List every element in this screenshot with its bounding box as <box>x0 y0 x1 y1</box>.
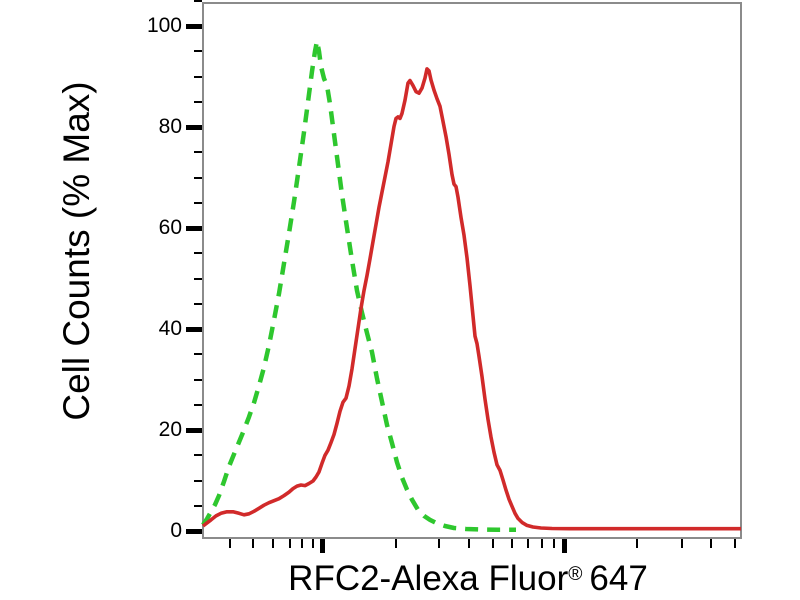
y-tick-label: 60 <box>158 216 182 239</box>
y-minor-tick <box>194 378 202 381</box>
y-minor-tick <box>194 277 202 280</box>
x-minor-tick <box>681 539 683 548</box>
y-minor-tick <box>194 0 202 2</box>
x-minor-tick <box>527 539 529 548</box>
registered-trademark-symbol: ® <box>568 564 583 586</box>
y-minor-tick <box>194 50 202 53</box>
y-tick-label: 80 <box>158 115 182 138</box>
y-minor-tick <box>194 302 202 305</box>
y-minor-tick <box>194 176 202 179</box>
y-minor-tick <box>194 403 202 406</box>
x-minor-tick <box>541 539 543 548</box>
y-major-tick <box>186 528 202 534</box>
y-minor-tick <box>194 504 202 507</box>
plot-area <box>202 2 742 539</box>
x-minor-tick <box>312 539 314 548</box>
y-tick-label: 0 <box>170 519 182 542</box>
x-major-tick <box>319 539 325 553</box>
y-axis-title: Cell Counts (% Max) <box>56 81 98 420</box>
y-major-tick <box>186 23 202 29</box>
y-minor-tick <box>194 479 202 482</box>
y-minor-tick <box>194 252 202 255</box>
y-major-tick <box>186 225 202 231</box>
x-axis-title-suffix: 647 <box>589 559 648 598</box>
y-tick-label: 20 <box>158 418 182 441</box>
x-minor-tick <box>468 539 470 548</box>
y-major-tick <box>186 427 202 433</box>
y-minor-tick <box>194 201 202 204</box>
x-minor-tick <box>438 539 440 548</box>
y-minor-tick <box>194 100 202 103</box>
x-minor-tick <box>301 539 303 548</box>
y-tick-label: 40 <box>158 317 182 340</box>
y-minor-tick <box>194 454 202 457</box>
x-minor-tick <box>636 539 638 548</box>
x-major-tick <box>561 539 567 553</box>
x-minor-tick <box>553 539 555 548</box>
y-axis-title-text: Cell Counts (% Max) <box>56 81 97 421</box>
x-minor-tick <box>511 539 513 548</box>
x-minor-tick <box>229 539 231 548</box>
y-minor-tick <box>194 75 202 78</box>
x-axis-title-main: RFC2-Alexa Fluor <box>288 559 569 598</box>
x-minor-tick <box>252 539 254 548</box>
y-major-tick <box>186 326 202 332</box>
x-minor-tick <box>395 539 397 548</box>
y-tick-label: 100 <box>146 14 182 37</box>
x-minor-tick <box>289 539 291 548</box>
x-minor-tick <box>710 539 712 548</box>
y-minor-tick <box>194 151 202 154</box>
y-major-tick <box>186 124 202 130</box>
x-axis-title: RFC2-Alexa Fluor® 647 <box>288 559 648 599</box>
x-minor-tick <box>492 539 494 548</box>
x-minor-tick <box>734 539 736 548</box>
x-minor-tick <box>272 539 274 548</box>
y-minor-tick <box>194 353 202 356</box>
